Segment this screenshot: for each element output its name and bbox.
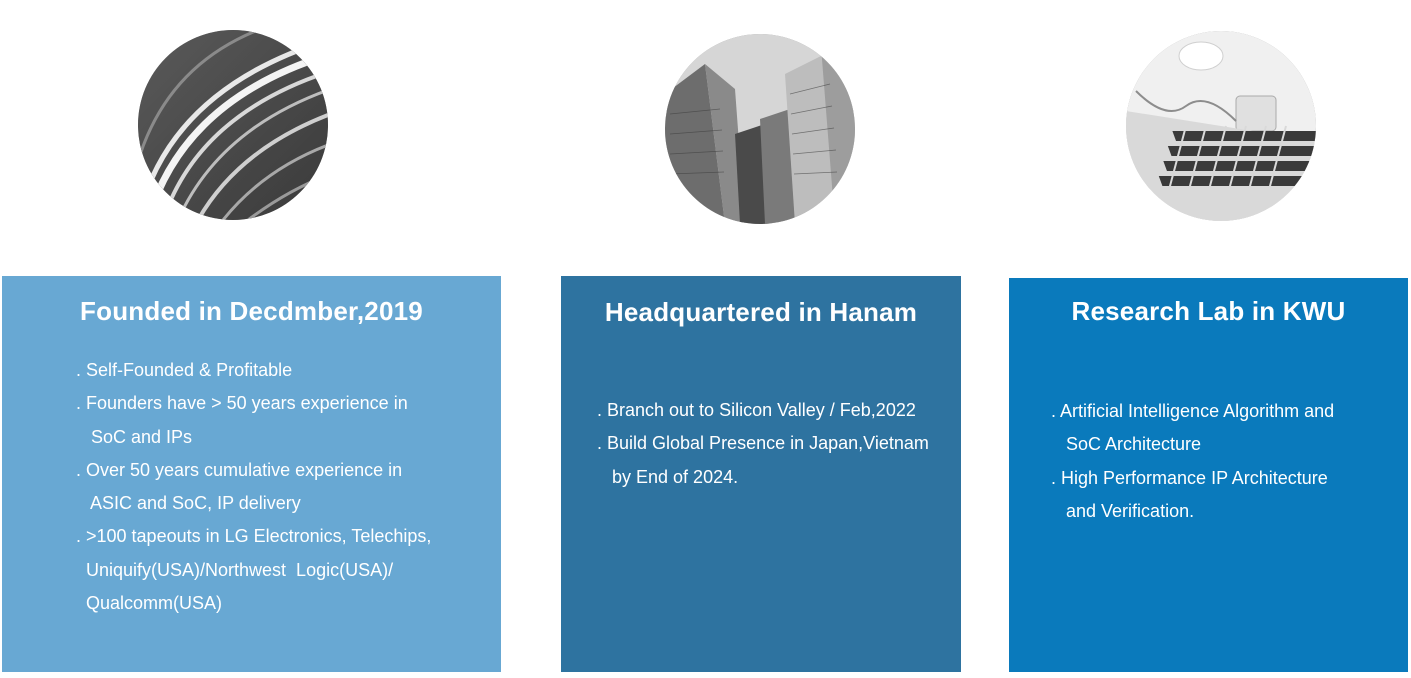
list-item: Uniquify(USA)/Northwest Logic(USA)/ xyxy=(76,559,394,580)
list-item: by End of 2024. xyxy=(597,466,739,487)
skyscrapers-icon xyxy=(665,34,855,224)
card-title: Research Lab in KWU xyxy=(1071,296,1346,326)
card-bullets: . Branch out to Silicon Valley / Feb,202… xyxy=(597,394,929,494)
skyscrapers-photo xyxy=(665,34,855,224)
laptop-keyboard-icon xyxy=(1126,31,1316,221)
card-bullets: . Artificial Intelligence Algorithm and … xyxy=(1051,395,1334,528)
list-item: ASIC and SoC, IP delivery xyxy=(76,493,301,514)
card-bullets: . Self-Founded & Profitable . Founders h… xyxy=(76,354,431,620)
research-lab-card: Research Lab in KWU . Artificial Intelli… xyxy=(1009,278,1408,672)
list-item: Qualcomm(USA) xyxy=(76,593,223,614)
highway-light-trails-icon xyxy=(138,30,328,220)
list-item: . Self-Founded & Profitable xyxy=(76,360,293,380)
list-item: . Over 50 years cumulative experience in xyxy=(76,459,403,480)
list-item: . High Performance IP Architecture xyxy=(1051,467,1328,488)
list-item: . Artificial Intelligence Algorithm and xyxy=(1051,401,1335,421)
card-title: Headquartered in Hanam xyxy=(604,297,918,327)
list-item: SoC and IPs xyxy=(76,426,193,447)
list-item: and Verification. xyxy=(1051,500,1195,521)
list-item: . >100 tapeouts in LG Electronics, Telec… xyxy=(76,526,432,547)
list-item: SoC Architecture xyxy=(1051,434,1202,455)
card-title: Founded in Decdmber,2019 xyxy=(80,296,423,326)
laptop-photo xyxy=(1126,31,1316,221)
highway-photo xyxy=(138,30,328,220)
list-item: . Branch out to Silicon Valley / Feb,202… xyxy=(597,400,916,420)
headquarters-card: Headquartered in Hanam . Branch out to S… xyxy=(561,276,961,672)
list-item: . Build Global Presence in Japan,Vietnam xyxy=(597,433,929,454)
list-item: . Founders have > 50 years experience in xyxy=(76,393,408,414)
founded-card: Founded in Decdmber,2019 . Self-Founded … xyxy=(2,276,501,672)
